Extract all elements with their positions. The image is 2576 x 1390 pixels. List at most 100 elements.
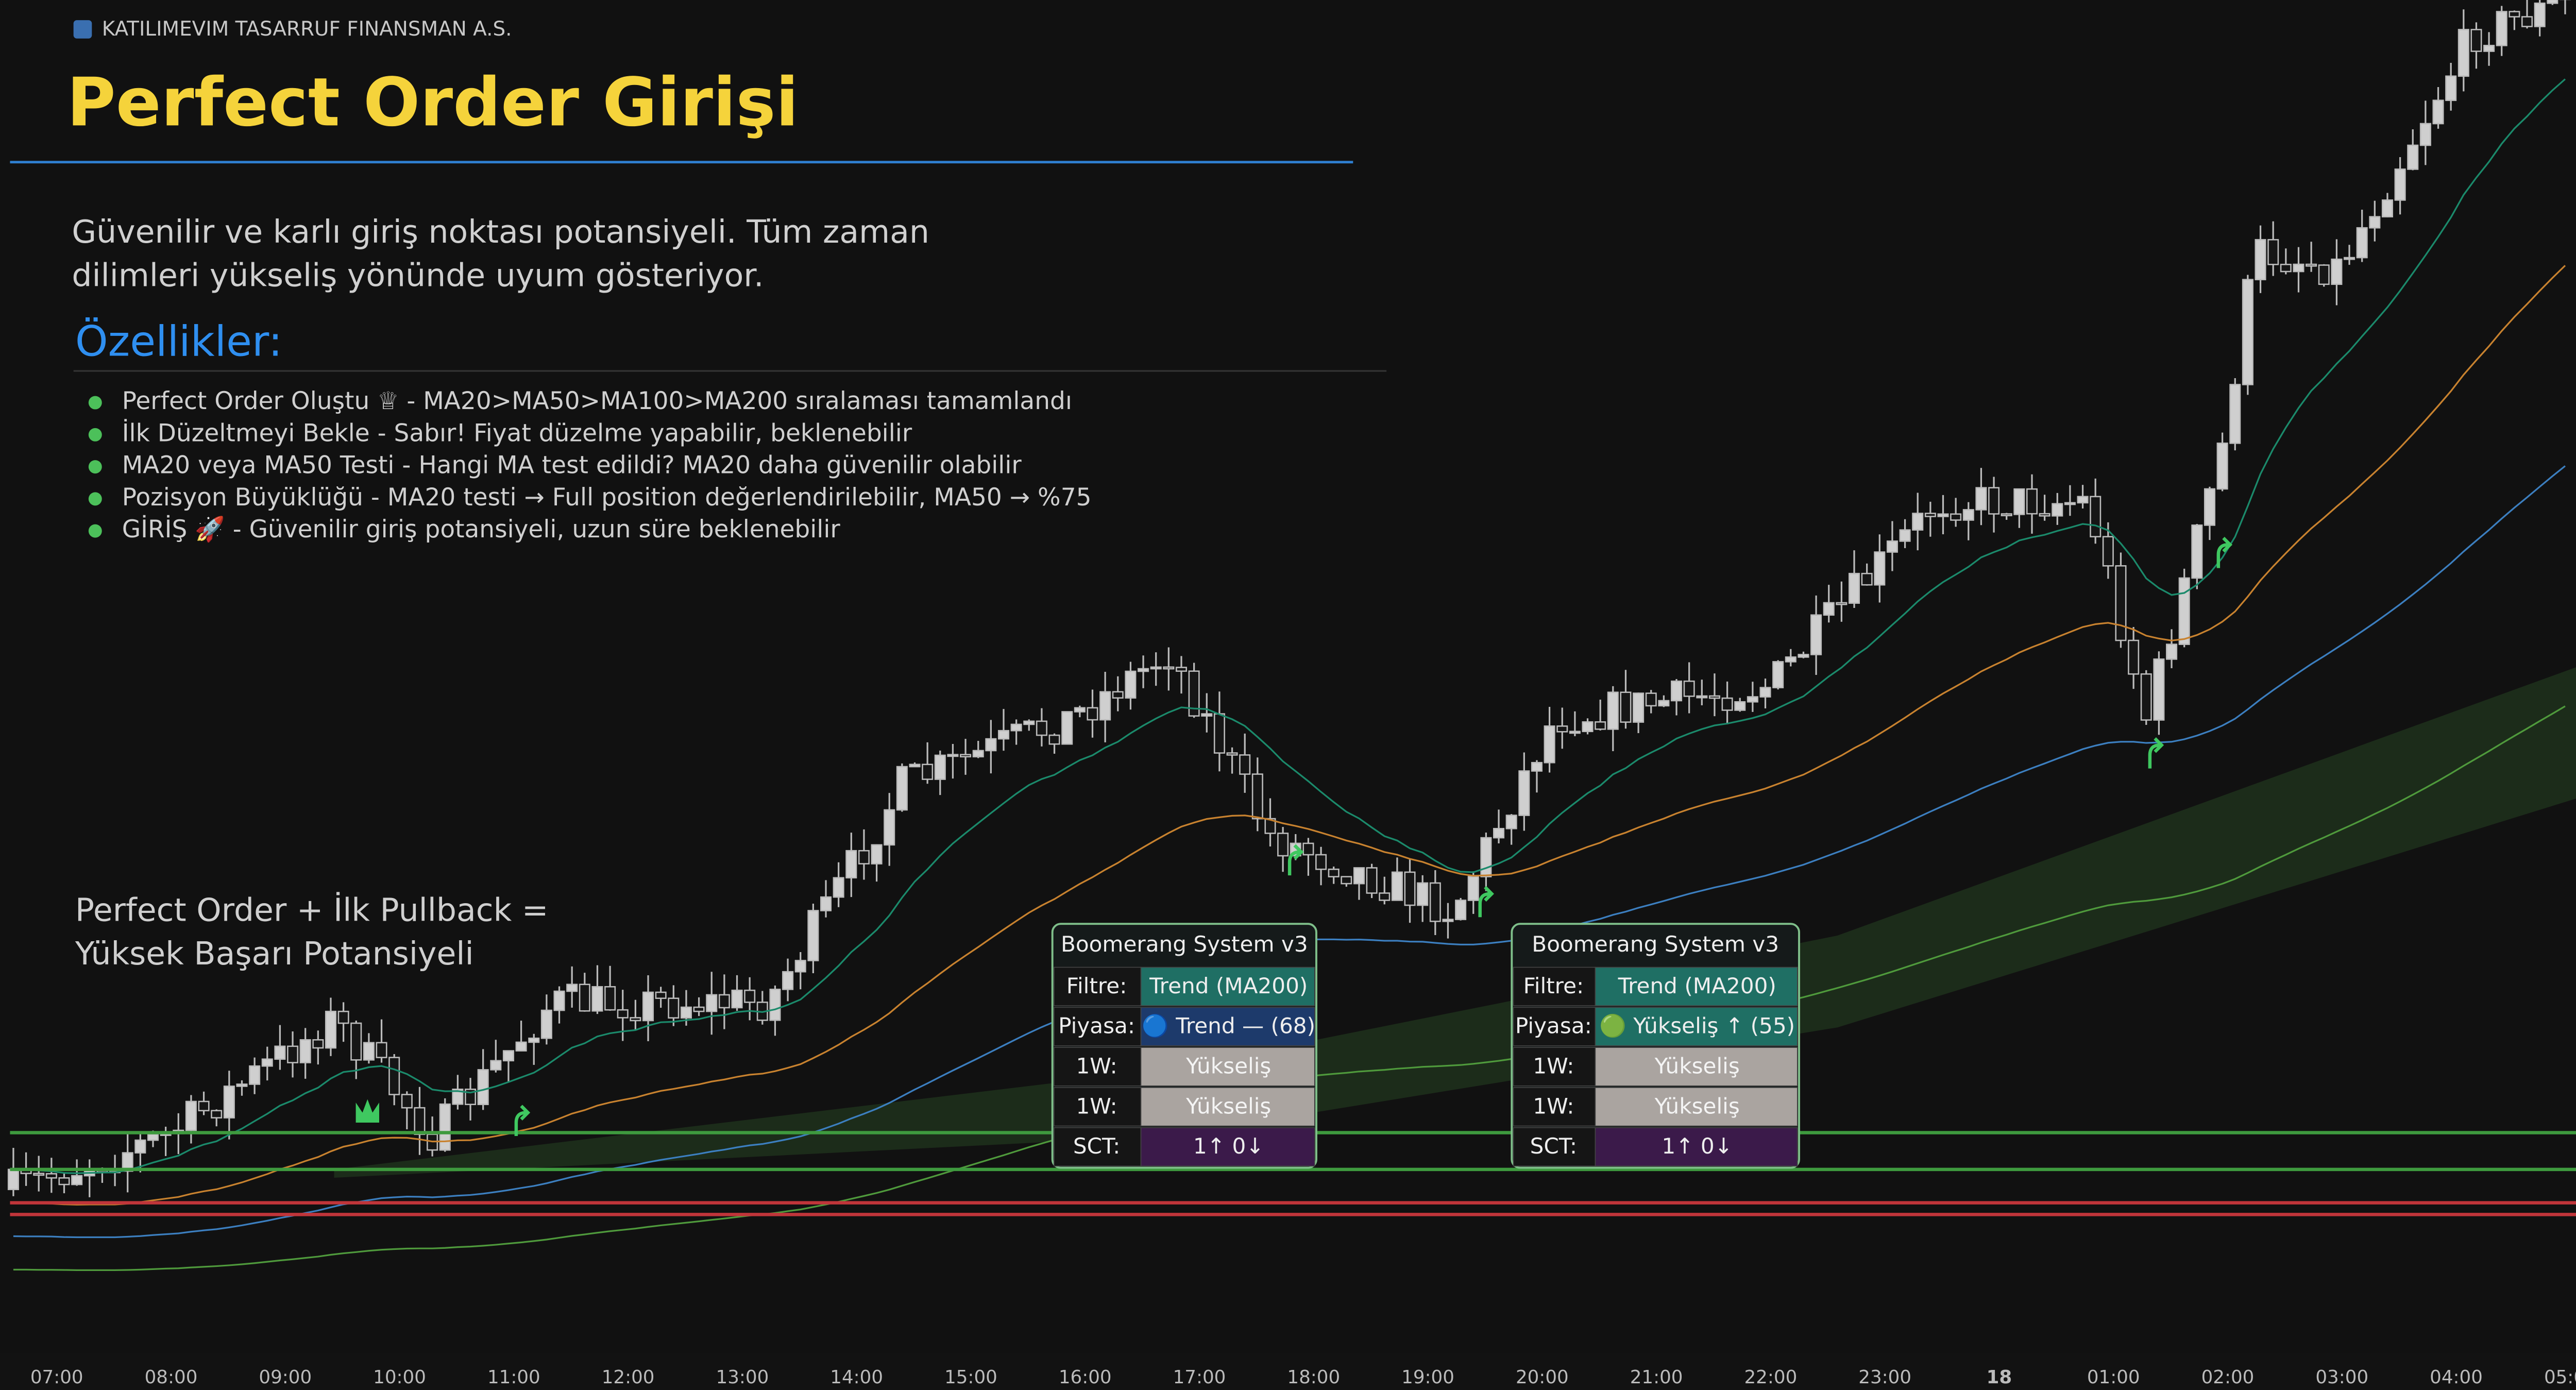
candle-body <box>655 991 667 999</box>
candle-body <box>1569 731 1581 734</box>
value-cell <box>1595 1127 1798 1167</box>
candle-body <box>1036 720 1047 736</box>
row-label: Piyasa: <box>1058 1013 1135 1039</box>
candle-body <box>2547 0 2558 4</box>
value-cell <box>1140 1127 1315 1167</box>
candle-body <box>2318 264 2330 285</box>
candle-body <box>871 844 883 864</box>
time-label: 13:00 <box>716 1367 769 1388</box>
candle-body <box>1277 833 1289 857</box>
moving-average <box>13 78 2566 1174</box>
candle-body <box>2178 577 2190 645</box>
candle-body <box>1226 752 1238 756</box>
candle-body <box>1061 711 1073 745</box>
signal-arrow <box>1287 844 1304 876</box>
candle-body <box>2229 384 2241 444</box>
candle-body <box>376 1042 387 1058</box>
candle-body <box>1633 692 1645 723</box>
candle-body <box>1442 919 1454 922</box>
label-cell <box>1513 1007 1596 1046</box>
row-value: 1↑ 0↓ <box>1662 1133 1733 1159</box>
candle-body <box>1607 691 1619 730</box>
time-label: 02:00 <box>2201 1367 2255 1388</box>
candle-body <box>2090 496 2102 537</box>
signal-arrow <box>514 1105 531 1136</box>
note: Yüksek Başarı Potansiyeli <box>75 935 474 972</box>
candle-body <box>1734 701 1746 711</box>
candle-body <box>1048 734 1060 745</box>
row-value: Trend (MA200) <box>1149 973 1308 998</box>
candle-body <box>1874 551 1886 586</box>
candle-body <box>185 1100 197 1131</box>
feature: İlk Düzeltmeyi Bekle - Sabır! Fiyat düze… <box>122 419 912 447</box>
candle-body <box>71 1175 83 1185</box>
description: dilimleri yükseliş yönünde uyum gösteriy… <box>72 257 764 294</box>
value-cell <box>1140 967 1315 1006</box>
candle-body <box>223 1086 235 1118</box>
candle-body <box>2496 11 2507 46</box>
label-cell <box>1054 1087 1142 1127</box>
time-label: 03:00 <box>2315 1367 2368 1388</box>
value-cell <box>1595 1087 1798 1127</box>
candle-body <box>1264 818 1276 834</box>
candle-body <box>350 1022 362 1061</box>
candle-body <box>2534 2 2546 27</box>
row-value: 🔵 Trend — (68) <box>1142 1013 1315 1039</box>
row-label: Piyasa: <box>1515 1013 1592 1039</box>
candle-body <box>1074 707 1086 713</box>
feature: MA20 veya MA50 Testi - Hangi MA test edi… <box>122 451 1022 480</box>
time-label: 20:00 <box>1516 1367 1569 1388</box>
candle-body <box>2052 503 2063 517</box>
candle-body <box>2166 643 2178 660</box>
candle-body <box>2521 16 2533 27</box>
candle-body <box>604 986 616 1011</box>
candle-body <box>896 766 908 811</box>
candle-body <box>858 850 870 864</box>
row-label: Filtre: <box>1523 973 1584 998</box>
feature: GİRİŞ 🚀 - Güvenilir giriş potansiyeli, u… <box>122 515 841 544</box>
candle-body <box>261 1058 273 1067</box>
candle-body <box>972 750 984 758</box>
candle-body <box>1087 707 1098 721</box>
candle-body <box>1658 700 1670 707</box>
label-cell <box>1054 967 1142 1006</box>
candle-body <box>1950 513 1962 521</box>
value-cell <box>1595 967 1798 1006</box>
chart-area <box>7 0 2576 1271</box>
time-label: 08:00 <box>145 1367 198 1388</box>
candle-body <box>630 1017 641 1022</box>
candle-body <box>1493 828 1505 839</box>
candle-body <box>985 738 997 752</box>
candle-body <box>1251 773 1263 820</box>
candle-body <box>680 1006 692 1019</box>
candle-body <box>1201 713 1213 717</box>
candle-body <box>1544 725 1555 764</box>
row-label: 1W: <box>1076 1093 1117 1118</box>
time-label: 19:00 <box>1401 1367 1454 1388</box>
candle-body <box>1645 692 1657 707</box>
candle-body <box>2293 263 2304 273</box>
panels: Boomerang System v3 Filtre: Trend (MA200) P… <box>1051 923 1800 1169</box>
feature-list: Perfect Order Oluştu ♕ - MA20>MA50>MA100… <box>88 387 1092 544</box>
value-cell <box>1595 1047 1798 1087</box>
candle-body <box>1886 540 1898 553</box>
label-cell <box>1054 1127 1142 1167</box>
candle-body <box>2306 263 2317 267</box>
panel-title: Boomerang System v3 <box>1532 931 1779 957</box>
candle-body <box>1188 670 1200 717</box>
candle-body <box>1861 572 1873 586</box>
candle-body <box>2356 227 2368 259</box>
candle-body <box>1099 691 1111 721</box>
time-label: 09:00 <box>259 1367 312 1388</box>
candle-body <box>579 984 590 1012</box>
title: Perfect Order Girişi <box>67 63 799 141</box>
candle-body <box>2509 11 2520 18</box>
time-label: 14:00 <box>830 1367 883 1388</box>
candle-body <box>287 1045 299 1063</box>
candle-body <box>502 1050 514 1062</box>
candle-body <box>299 1039 311 1063</box>
candle-body <box>1810 614 1822 655</box>
candle-body <box>2445 75 2457 101</box>
candle-body <box>1962 509 1974 521</box>
